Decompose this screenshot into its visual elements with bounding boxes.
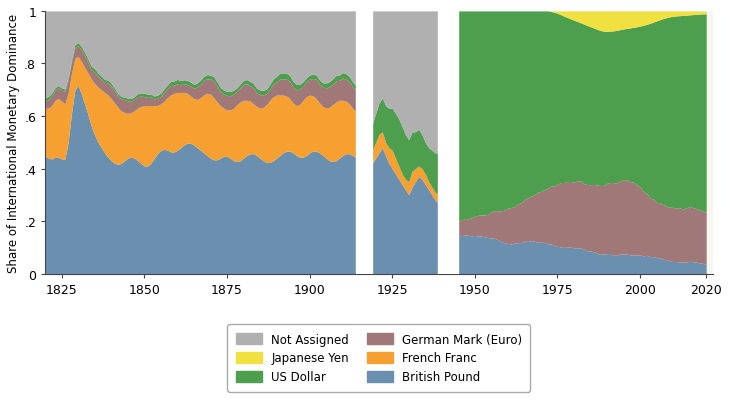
Bar [439, 12, 458, 274]
Legend: Not Assigned, Japanese Yen, US Dollar, German Mark (Euro), French Franc, British: Not Assigned, Japanese Yen, US Dollar, G… [228, 324, 531, 392]
Bar [356, 12, 372, 274]
Y-axis label: Share of International Monetary Dominance: Share of International Monetary Dominanc… [7, 14, 20, 272]
